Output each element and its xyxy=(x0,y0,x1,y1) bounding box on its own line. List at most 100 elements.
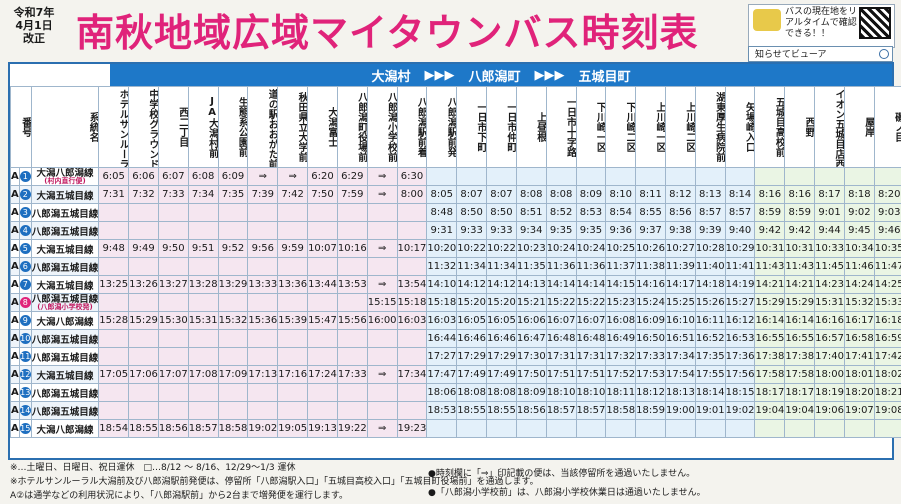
time-cell: 11:47 xyxy=(873,257,901,276)
time-cell xyxy=(754,419,786,438)
time-cell: 17:31 xyxy=(575,347,607,366)
time-cell: ⇒ xyxy=(366,365,398,384)
time-cell: 19:02 xyxy=(724,401,756,420)
time-cell: 14:14 xyxy=(575,275,607,294)
time-cell: 15:22 xyxy=(575,293,607,312)
line-name-text: 大潟五城目線 xyxy=(36,280,94,292)
time-cell: 11:43 xyxy=(784,257,816,276)
table-row: A 7 大潟五城目線 13:25 13:26 13:27 13:28 13:29 13:33 13… xyxy=(10,275,901,294)
stop-header: 上川崎一区 xyxy=(635,86,666,168)
time-cell xyxy=(814,167,845,186)
note-line: A②は通学などの利用状況により、「八郎潟駅前」から2台まで増発便を運行します。 xyxy=(10,491,349,501)
stop-header: 道の駅おおがた前 xyxy=(247,86,279,168)
time-cell: 10:35 xyxy=(873,239,901,258)
time-cell: 17:09 xyxy=(217,365,249,384)
time-cell: 13:53 xyxy=(336,275,368,294)
search-icon[interactable] xyxy=(879,49,889,59)
table-row: A 11 八郎潟五城目線 17:27 17:29 17:29 17:30 17:31 17:31… xyxy=(10,347,901,366)
time-cell xyxy=(217,329,249,348)
time-cell: 7:50 xyxy=(307,185,338,204)
time-cell xyxy=(784,419,816,438)
time-cell: 13:27 xyxy=(157,275,189,294)
time-cell xyxy=(575,419,607,438)
time-cell xyxy=(396,401,428,420)
time-cell: 16:05 xyxy=(486,311,517,330)
time-cell: 16:47 xyxy=(515,329,547,348)
time-cell: 10:20 xyxy=(426,239,458,258)
trip-number-cell: 8 xyxy=(18,293,32,312)
time-cell xyxy=(98,257,130,276)
time-cell xyxy=(157,347,189,366)
time-cell: 15:36 xyxy=(247,311,279,330)
time-cell: 18:58 xyxy=(217,419,249,438)
bus-icon xyxy=(753,9,781,31)
time-cell: 9:34 xyxy=(515,221,547,240)
note-line: ●時刻欄に「⇒」印記載の便は、当該停留所を通過いたしません。 xyxy=(428,469,696,479)
time-cell xyxy=(486,419,517,438)
time-cell xyxy=(187,383,219,402)
time-cell: 11:39 xyxy=(665,257,696,276)
row-type: A xyxy=(10,293,20,312)
time-cell: 15:21 xyxy=(515,293,547,312)
table-row: A 5 大潟五城目線 9:48 9:49 9:50 9:51 9:52 9:56 9:59 10:0… xyxy=(10,239,901,258)
time-cell: 18:19 xyxy=(814,383,845,402)
table-row: A 12 大潟五城目線 17:05 17:06 17:07 17:08 17:09 17:13 1… xyxy=(10,365,901,384)
table-row: A 15 大潟八郎潟線 18:54 18:55 18:56 18:57 18:58 19:02 1… xyxy=(10,419,901,438)
stop-header: 磯ノ目 xyxy=(873,86,901,168)
time-cell xyxy=(217,203,249,222)
time-cell: 15:56 xyxy=(336,311,368,330)
stop-header: 秋田県立大学前 xyxy=(277,86,309,168)
time-cell xyxy=(456,167,488,186)
time-cell: 15:31 xyxy=(187,311,219,330)
trip-number: 12 xyxy=(20,369,31,380)
time-cell xyxy=(277,203,309,222)
time-cell xyxy=(187,347,219,366)
note-line: ※…土曜日、日曜日、祝日運休 □…8/12 ～ 8/16、12/29～1/3 運… xyxy=(10,463,296,473)
time-cell: 16:55 xyxy=(784,329,816,348)
time-cell xyxy=(277,347,309,366)
time-cell: 18:17 xyxy=(784,383,816,402)
time-cell: 15:32 xyxy=(217,311,249,330)
time-cell: 18:59 xyxy=(635,401,666,420)
trip-number-cell: 13 xyxy=(18,383,32,402)
time-cell: 19:01 xyxy=(694,401,726,420)
time-cell: 16:46 xyxy=(486,329,517,348)
time-cell xyxy=(277,401,309,420)
time-cell: 9:37 xyxy=(635,221,666,240)
time-cell xyxy=(843,419,875,438)
time-cell xyxy=(98,203,130,222)
time-cell: 11:45 xyxy=(814,257,845,276)
time-cell: 17:58 xyxy=(754,365,786,384)
time-cell: 9:52 xyxy=(217,239,249,258)
time-cell: 16:17 xyxy=(843,311,875,330)
trip-number: 7 xyxy=(20,279,31,290)
time-cell xyxy=(336,401,368,420)
time-cell: 9:33 xyxy=(486,221,517,240)
time-cell xyxy=(217,347,249,366)
time-cell: 11:36 xyxy=(545,257,577,276)
time-cell: 9:46 xyxy=(873,221,901,240)
time-cell: 9:35 xyxy=(575,221,607,240)
search-input[interactable]: 知らせてビューア xyxy=(748,46,893,62)
line-name-text: 大潟五城目線 xyxy=(36,370,94,382)
time-cell xyxy=(575,167,607,186)
time-cell: 8:59 xyxy=(784,203,816,222)
time-cell: 8:54 xyxy=(605,203,637,222)
time-cell xyxy=(307,257,338,276)
time-cell: 17:49 xyxy=(486,365,517,384)
time-cell: 19:06 xyxy=(814,401,845,420)
time-cell: 6:30 xyxy=(396,167,428,186)
time-cell: 18:01 xyxy=(843,365,875,384)
stop-header: 一日市下町 xyxy=(456,86,488,168)
table-row: A 13 八郎潟五城目線 18:06 18:08 18:08 18:09 18:10 18:10… xyxy=(10,383,901,402)
time-cell: 17:52 xyxy=(605,365,637,384)
qr-code[interactable] xyxy=(859,7,891,39)
time-cell xyxy=(396,257,428,276)
time-cell xyxy=(98,221,130,240)
time-cell: 15:20 xyxy=(486,293,517,312)
table-row: A 3 八郎潟五城目線 8:48 8:50 8:50 8:51 8:52 8:53 8:54 8:5… xyxy=(10,203,901,222)
time-cell: 8:11 xyxy=(635,185,666,204)
time-cell: 13:36 xyxy=(277,275,309,294)
time-cell: 16:48 xyxy=(575,329,607,348)
time-cell xyxy=(307,203,338,222)
